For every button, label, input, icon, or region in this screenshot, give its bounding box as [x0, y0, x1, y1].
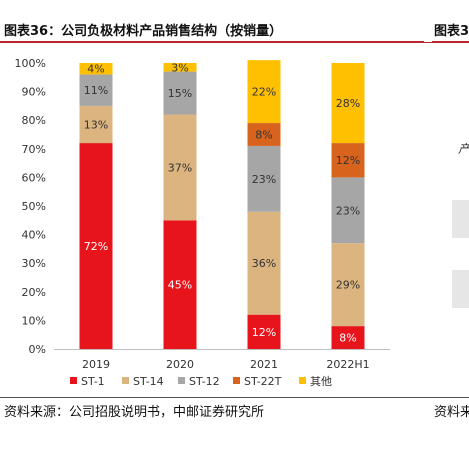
- bar-segment: [331, 177, 365, 244]
- bar-segment: [331, 243, 365, 327]
- y-tick-label: 80%: [22, 114, 46, 127]
- data-label: 22%: [252, 86, 276, 99]
- bar-segment: [79, 74, 113, 106]
- y-axis: 0% 10% 20% 30% 40% 50% 60% 70% 80% 90% 100%: [15, 57, 46, 356]
- data-label: 37%: [168, 161, 192, 174]
- x-tick-label: 2019: [82, 358, 110, 371]
- adjacent-chart-glyph: 产: [458, 142, 469, 156]
- bar-segment: [331, 63, 365, 144]
- chart-title: 图表36：公司负极材料产品销售结构（按销量）: [4, 24, 283, 39]
- bar-segment: [79, 143, 113, 349]
- bar-segment: [79, 63, 113, 75]
- legend-label: 其他: [310, 375, 332, 388]
- data-label: 23%: [252, 173, 276, 186]
- adjacent-source-note: 资料来: [434, 405, 469, 420]
- bar-segment: [247, 314, 281, 349]
- data-label: 15%: [168, 87, 192, 100]
- title-separator-gap: [424, 20, 432, 42]
- legend-label: ST-1: [81, 375, 105, 388]
- y-tick-label: 70%: [22, 143, 46, 156]
- bar-segment: [79, 105, 113, 144]
- data-label: 3%: [171, 61, 188, 74]
- x-tick-label: 2022H1: [326, 358, 369, 371]
- adjacent-chart-band: [452, 270, 469, 308]
- adjacent-chart-title: 图表3: [434, 24, 469, 39]
- data-label: 29%: [336, 279, 360, 292]
- legend-swatch: [299, 377, 306, 384]
- stacked-bar-chart: 0% 10% 20% 30% 40% 50% 60% 70% 80% 90% 100% 72% 13%…: [15, 57, 469, 388]
- y-tick-label: 0%: [29, 343, 46, 356]
- y-tick-label: 100%: [15, 57, 46, 70]
- y-tick-label: 20%: [22, 286, 46, 299]
- bar-segment: [163, 220, 197, 349]
- adjacent-chart-fragment: 产: [452, 142, 469, 308]
- legend-label: ST-14: [133, 375, 164, 388]
- title-bar: 图表36：公司负极材料产品销售结构（按销量） 图表3: [0, 0, 469, 40]
- data-label: 36%: [252, 257, 276, 270]
- data-label: 45%: [168, 279, 192, 292]
- data-label: 23%: [336, 204, 360, 217]
- data-label: 11%: [84, 84, 108, 97]
- legend-swatch: [70, 377, 77, 384]
- y-tick-label: 60%: [22, 171, 46, 184]
- bars: 72% 13% 11% 4% 45% 37% 15% 3% 12% 36% 23% 8% 22% 8% 29…: [79, 60, 365, 349]
- y-tick-label: 10%: [22, 314, 46, 327]
- bar-segment: [331, 326, 365, 349]
- legend-swatch: [233, 377, 240, 384]
- y-tick-label: 40%: [22, 229, 46, 242]
- bar-segment: [331, 143, 365, 178]
- y-tick-label: 90%: [22, 86, 46, 99]
- y-tick-label: 50%: [22, 200, 46, 213]
- bar-segment: [247, 145, 281, 212]
- legend-label: ST-22T: [244, 375, 282, 388]
- bar-segment: [247, 211, 281, 315]
- data-label: 72%: [84, 240, 108, 253]
- data-label: 28%: [336, 97, 360, 110]
- legend-label: ST-12: [189, 375, 220, 388]
- data-label: 8%: [255, 129, 272, 142]
- source-note: 资料来源：公司招股说明书，中邮证券研究所: [4, 405, 265, 420]
- legend-swatch: [122, 377, 129, 384]
- bar-segment: [163, 63, 197, 72]
- bar-segment: [163, 114, 197, 221]
- title-underline: [0, 41, 469, 43]
- legend-swatch: [178, 377, 185, 384]
- legend: ST-1 ST-14 ST-12 ST-22T 其他: [70, 375, 332, 388]
- bar-segment: [247, 123, 281, 146]
- bar-segment: [163, 71, 197, 115]
- data-label: 12%: [252, 326, 276, 339]
- y-tick-label: 30%: [22, 257, 46, 270]
- data-label: 8%: [339, 332, 356, 345]
- x-tick-label: 2021: [250, 358, 278, 371]
- data-label: 12%: [336, 154, 360, 167]
- bar-segment: [247, 60, 281, 124]
- adjacent-chart-band: [452, 200, 469, 238]
- data-label: 4%: [87, 63, 104, 76]
- x-axis: 2019 2020 2021 2022H1: [54, 349, 390, 371]
- x-tick-label: 2020: [166, 358, 194, 371]
- source-rule: [0, 397, 469, 398]
- data-label: 13%: [84, 118, 108, 131]
